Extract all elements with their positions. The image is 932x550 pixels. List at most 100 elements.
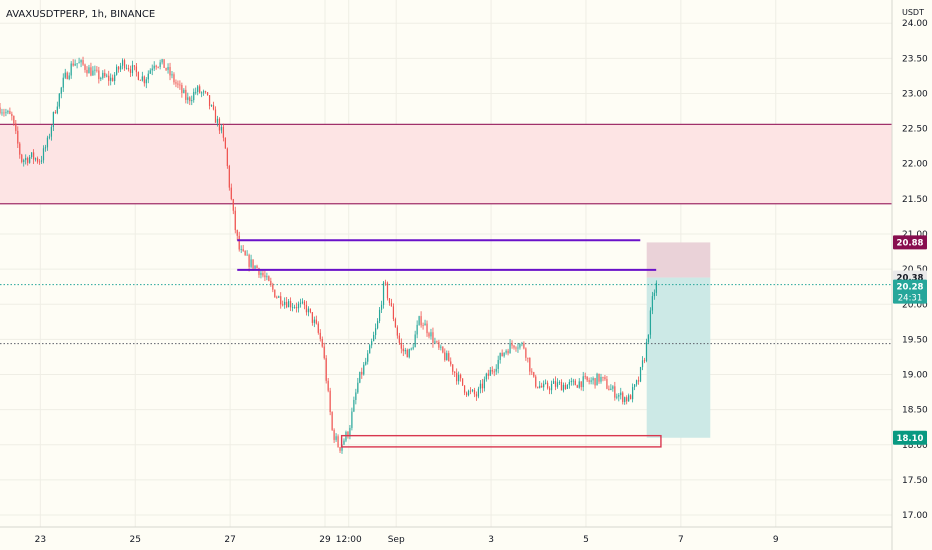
candle-188 bbox=[371, 338, 373, 349]
price-axis[interactable]: 17.00 17.50 18.00 18.50 19.00 19.50 20.00 20.50… bbox=[902, 19, 928, 521]
candle-257 bbox=[507, 348, 509, 356]
candle-69 bbox=[135, 62, 138, 77]
candle-153 bbox=[301, 298, 304, 305]
candle-80 bbox=[157, 66, 159, 69]
candle-36 bbox=[70, 61, 72, 79]
symbol-title: AVAXUSDTPERP, 1h, BINANCE bbox=[6, 9, 155, 20]
candle-79 bbox=[155, 64, 157, 70]
position-target-area[interactable] bbox=[646, 277, 711, 438]
candle-114 bbox=[224, 137, 226, 149]
candle-126 bbox=[248, 253, 250, 272]
candle-88 bbox=[173, 72, 175, 85]
candle-218 bbox=[430, 328, 432, 340]
candle-33 bbox=[64, 68, 66, 80]
candle-204 bbox=[402, 344, 404, 357]
candle-26 bbox=[50, 125, 53, 141]
candle-319 bbox=[630, 394, 632, 400]
drawn-zones bbox=[0, 123, 892, 438]
candle-64 bbox=[125, 64, 128, 70]
candle-127 bbox=[250, 254, 252, 269]
candle-67 bbox=[131, 60, 134, 77]
candle-148 bbox=[291, 303, 294, 312]
candle-31 bbox=[60, 86, 62, 99]
candle-243 bbox=[479, 380, 482, 394]
candle-160 bbox=[315, 315, 317, 325]
candle-6 bbox=[11, 111, 13, 121]
candle-310 bbox=[612, 385, 614, 392]
candle-8 bbox=[15, 119, 17, 135]
candle-96 bbox=[189, 96, 191, 106]
candle-213 bbox=[420, 311, 422, 328]
candle-202 bbox=[398, 332, 400, 345]
candle-238 bbox=[469, 387, 472, 395]
candle-254 bbox=[501, 349, 503, 357]
resistance-zone[interactable] bbox=[0, 124, 892, 204]
candle-233 bbox=[460, 373, 462, 382]
candle-137 bbox=[270, 277, 272, 287]
candle-32 bbox=[62, 73, 64, 92]
candle-271 bbox=[535, 374, 537, 389]
candle-130 bbox=[256, 264, 258, 269]
candle-201 bbox=[396, 325, 398, 339]
x-tick-label: 5 bbox=[583, 535, 589, 545]
candle-94 bbox=[185, 85, 187, 104]
candle-169 bbox=[333, 428, 335, 444]
candle-29 bbox=[56, 101, 58, 115]
candle-30 bbox=[58, 93, 60, 109]
candle-272 bbox=[537, 386, 539, 389]
time-axis[interactable]: 23 25 27 29 12:00 Sep 3 5 7 9 bbox=[35, 535, 779, 545]
candle-277 bbox=[547, 380, 549, 390]
candle-74 bbox=[145, 77, 147, 89]
candle-182 bbox=[359, 371, 361, 384]
candle-146 bbox=[288, 298, 290, 308]
candle-111 bbox=[218, 117, 221, 134]
candle-297 bbox=[586, 376, 588, 382]
candle-147 bbox=[289, 297, 292, 312]
candle-294 bbox=[580, 381, 582, 391]
candle-282 bbox=[556, 378, 559, 389]
candle-244 bbox=[481, 378, 483, 393]
candle-171 bbox=[337, 434, 339, 448]
candle-316 bbox=[624, 396, 626, 405]
candle-57 bbox=[112, 74, 114, 82]
candle-90 bbox=[177, 80, 179, 89]
candle-24 bbox=[46, 135, 49, 151]
candle-133 bbox=[262, 269, 264, 278]
candle-159 bbox=[313, 316, 315, 328]
candle-110 bbox=[216, 115, 219, 127]
candle-46 bbox=[90, 62, 92, 77]
candle-135 bbox=[266, 272, 268, 281]
candle-38 bbox=[74, 59, 76, 67]
candle-106 bbox=[208, 95, 211, 110]
candle-151 bbox=[297, 301, 300, 313]
candle-71 bbox=[139, 79, 141, 81]
candle-235 bbox=[463, 385, 466, 396]
candle-84 bbox=[165, 67, 167, 71]
candle-206 bbox=[406, 348, 408, 358]
candle-266 bbox=[525, 347, 527, 361]
candle-89 bbox=[175, 79, 177, 88]
candle-180 bbox=[355, 388, 357, 405]
candle-168 bbox=[331, 411, 333, 431]
candle-260 bbox=[513, 345, 515, 350]
candle-269 bbox=[531, 368, 533, 376]
candle-320 bbox=[632, 383, 634, 403]
candle-140 bbox=[276, 295, 278, 299]
candle-145 bbox=[286, 296, 288, 309]
candle-215 bbox=[424, 319, 426, 326]
candle-179 bbox=[353, 396, 355, 413]
candle-85 bbox=[167, 63, 169, 74]
position-stop-area[interactable] bbox=[646, 242, 711, 278]
candle-4 bbox=[7, 109, 9, 115]
support-box[interactable] bbox=[340, 434, 662, 448]
candle-107 bbox=[210, 104, 213, 107]
candle-5 bbox=[9, 107, 11, 115]
candle-198 bbox=[390, 298, 393, 307]
candle-306 bbox=[604, 375, 606, 381]
candle-209 bbox=[412, 343, 414, 351]
candle-255 bbox=[503, 352, 505, 358]
y-tick-label: 23.50 bbox=[902, 54, 928, 64]
candle-251 bbox=[495, 364, 497, 375]
candle-288 bbox=[568, 379, 570, 389]
